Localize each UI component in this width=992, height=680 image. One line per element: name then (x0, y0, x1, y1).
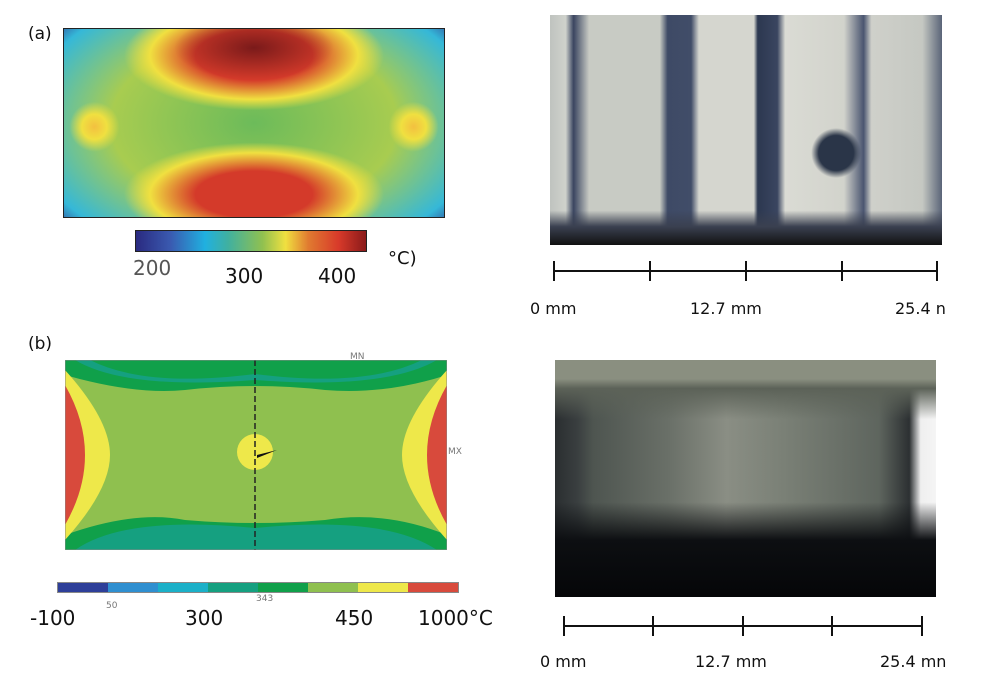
scale-label: 25.4 mn (880, 652, 947, 671)
panel-a-label: (a) (28, 24, 52, 44)
min-marker: MN (350, 352, 365, 362)
colorbar-minor-tick: 50 (106, 601, 118, 611)
colorbar-band (58, 583, 108, 592)
colorbar-minor-tick: 343 (256, 594, 274, 604)
colorbar-tick: -100 (30, 606, 76, 630)
colorbar-tick: 450 (335, 606, 374, 630)
panel-a-colorbar (135, 230, 367, 252)
colorbar-tick: 200 (133, 256, 172, 280)
colorbar-tick: 400 (318, 264, 357, 288)
scale-label: 25.4 n (895, 299, 946, 318)
colorbar-band (308, 583, 358, 592)
colorbar-tick: 1000°C (418, 606, 493, 630)
panel-b-temperature-contour (65, 360, 447, 550)
panel-b-colorbar (57, 582, 459, 593)
colorbar-band (408, 583, 458, 592)
panel-b-specimen-photo (555, 360, 936, 597)
scale-label: 0 mm (540, 652, 587, 671)
colorbar-band (208, 583, 258, 592)
colorbar-band (258, 583, 308, 592)
colorbar-tick: 300 (225, 264, 264, 288)
colorbar-band (158, 583, 208, 592)
panel-b-label: (b) (28, 334, 53, 354)
colorbar-band (108, 583, 158, 592)
panel-a-specimen-photo (550, 15, 942, 245)
scale-label: 0 mm (530, 299, 577, 318)
max-marker: MX (448, 447, 462, 457)
colorbar-tick: 300 (185, 606, 224, 630)
panel-a-temperature-map (63, 28, 445, 218)
scale-label: 12.7 mm (690, 299, 762, 318)
colorbar-unit: °C) (388, 248, 417, 269)
colorbar-band (358, 583, 408, 592)
scale-label: 12.7 mm (695, 652, 767, 671)
